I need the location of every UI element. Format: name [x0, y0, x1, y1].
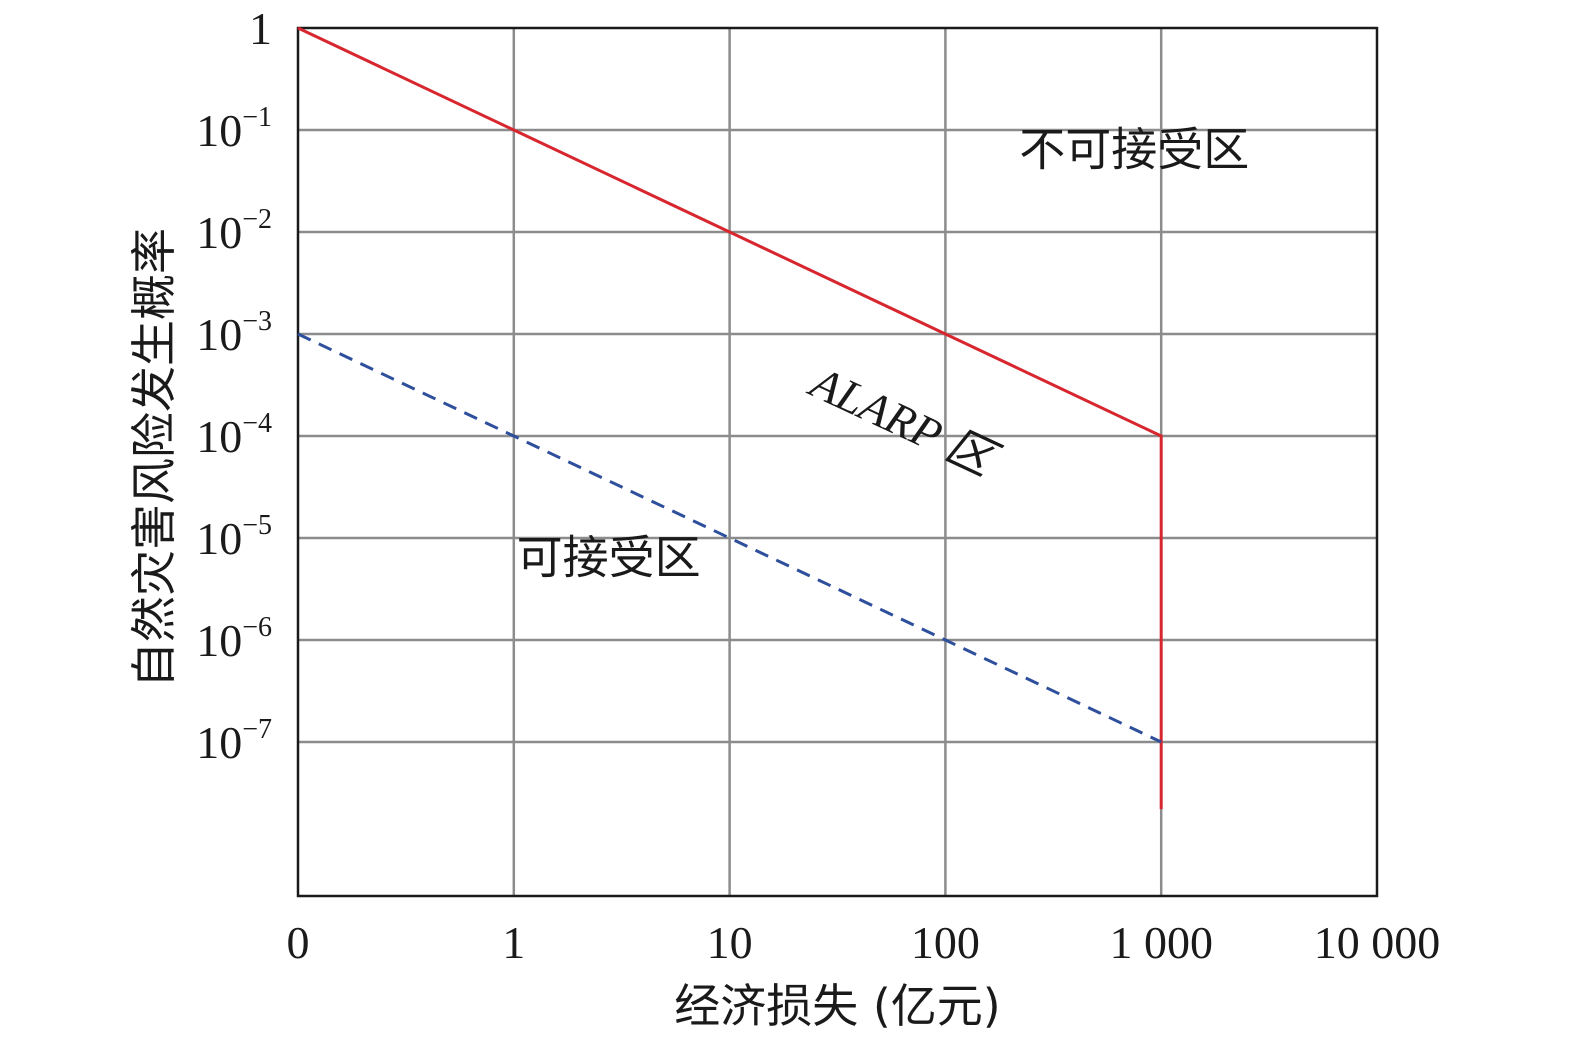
unacceptable-boundary-line: [297, 26, 1163, 810]
y-tick-label: 10−7: [196, 714, 272, 768]
y-tick-base: 1: [249, 3, 272, 54]
y-tick-exponent: −1: [242, 102, 272, 133]
y-tick-label: 10−2: [196, 204, 272, 258]
x-tick-label: 1: [502, 917, 525, 968]
y-tick-exponent: −7: [242, 714, 272, 745]
y-tick-label: 10−6: [196, 612, 272, 666]
x-tick-label: 10 000: [1314, 917, 1441, 968]
y-tick-base: 10: [196, 309, 242, 360]
series-group: [297, 26, 1163, 810]
y-tick-base: 10: [196, 513, 242, 564]
y-tick-label: 10−1: [196, 102, 272, 156]
y-tick-label: 10−4: [196, 408, 272, 462]
grid-lines: [298, 28, 1377, 896]
region-label: 可接受区: [517, 530, 701, 584]
y-axis-label: 自然灾害风险发生概率: [127, 228, 181, 688]
y-tick-exponent: −6: [242, 612, 272, 643]
x-tick-label: 10: [707, 917, 753, 968]
y-tick-base: 10: [196, 411, 242, 462]
y-tick-exponent: −3: [242, 306, 272, 337]
y-tick-label: 10−3: [196, 306, 272, 360]
y-tick-label: 10−5: [196, 510, 272, 564]
x-tick-label: 1 000: [1109, 917, 1213, 968]
acceptable-boundary-line: [297, 332, 1162, 744]
y-tick-exponent: −5: [242, 510, 272, 541]
y-tick-base: 10: [196, 615, 242, 666]
region-label: ALARP 区: [801, 355, 1007, 487]
y-tick-labels: 110−110−210−310−410−510−610−7: [196, 3, 272, 768]
y-tick-base: 10: [196, 105, 242, 156]
y-tick-base: 10: [196, 717, 242, 768]
plot-frame: [296, 26, 1379, 898]
y-tick-exponent: −4: [242, 408, 272, 439]
x-axis-label: 经济损失 (亿元): [674, 979, 1001, 1033]
x-tick-labels: 0 1 10 100 1 000 10 000: [287, 917, 1441, 968]
y-tick-label: 1: [249, 3, 272, 54]
x-tick-label: 0: [287, 917, 310, 968]
y-tick-exponent: −2: [242, 204, 272, 235]
x-tick-label: 100: [911, 917, 980, 968]
region-label: 不可接受区: [1019, 122, 1249, 176]
y-tick-base: 10: [196, 207, 242, 258]
